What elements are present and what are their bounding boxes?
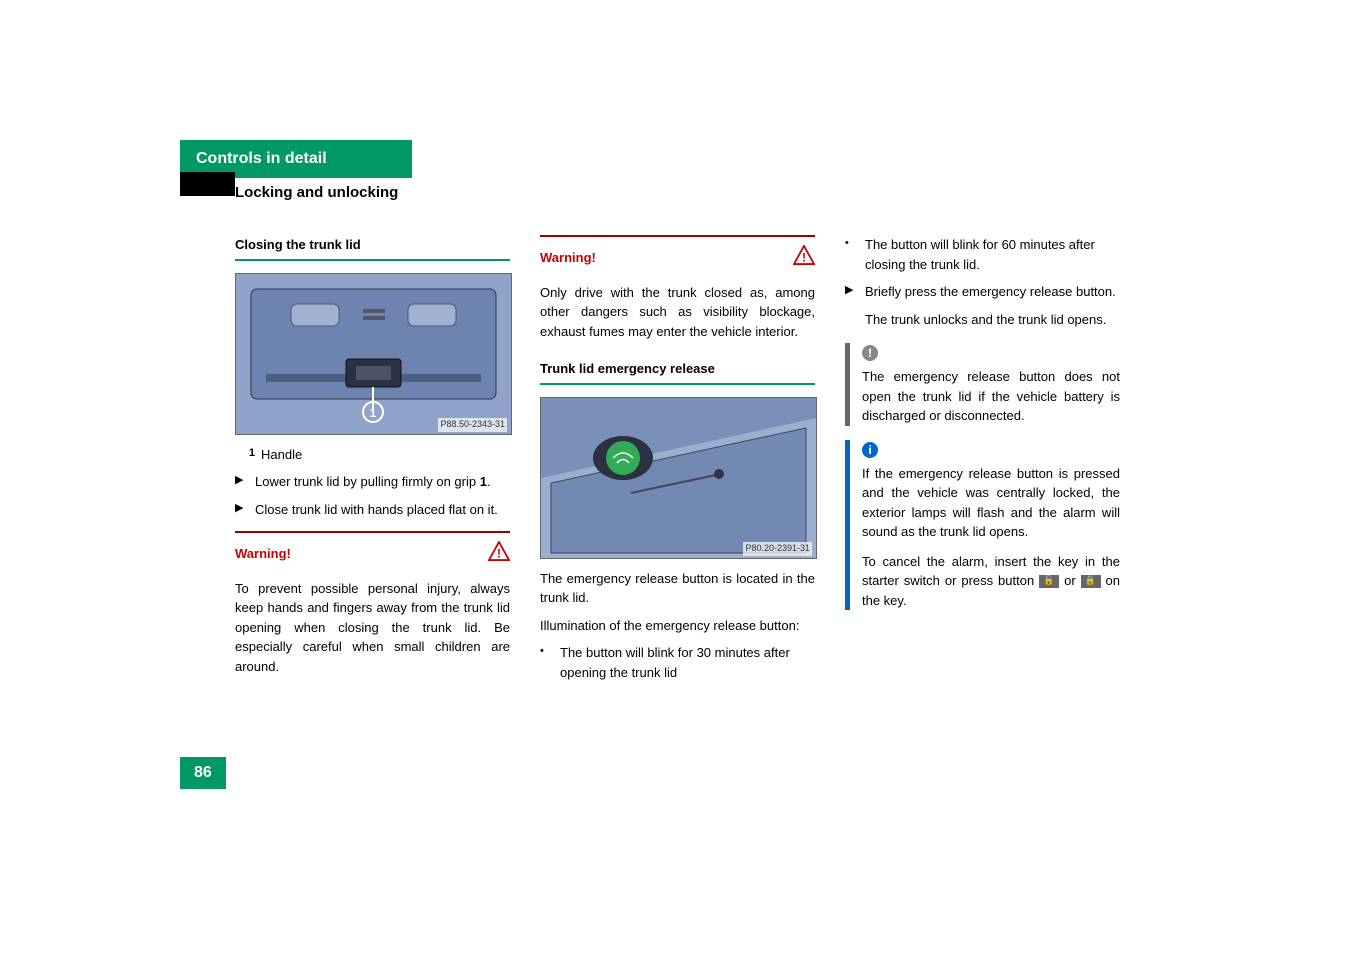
body-text: Illumination of the emergency release bu… [540,616,815,636]
callout-line: 1 Handle [235,445,510,465]
caution-badge-icon: ! [862,345,878,361]
warning-text: Only drive with the trunk closed as, amo… [540,283,815,342]
callout-number: 1 [249,447,255,459]
lock-key-icon [1081,575,1101,588]
section-title: Locking and unlocking [235,182,412,205]
warning-box: Warning! ! Only drive with the trunk clo… [540,235,815,341]
warning-box: Warning! ! To prevent possible personal … [235,531,510,676]
caution-text: The emergency release button does not op… [862,367,1120,426]
manual-page: Controls in detail Locking and unlocking… [0,0,1351,954]
bullet-line: • The button will blink for 60 minutes a… [845,235,1120,274]
svg-text:!: ! [802,250,806,264]
column-2: Warning! ! Only drive with the trunk clo… [540,235,815,690]
figure-trunk-handle: 1 P88.50-2343-31 [235,273,512,435]
tab-marker [180,172,235,196]
warning-triangle-icon: ! [488,541,510,567]
warning-header: Warning! ! [540,245,815,271]
svg-text:!: ! [497,546,501,560]
bullet-icon: • [540,643,560,682]
body-text: The emergency release button is located … [540,569,815,608]
figure-label: P80.20-2391-31 [743,542,812,556]
callout-text: Handle [261,445,510,465]
svg-text:1: 1 [370,406,377,420]
warning-label: Warning! [540,248,596,268]
figure-label: P88.50-2343-31 [438,418,507,432]
unlock-key-icon [1039,575,1059,588]
step-marker-icon: ▶ [235,472,255,492]
step-line: ▶ Close trunk lid with hands placed flat… [235,500,510,520]
trunk-handle-illustration: 1 [236,274,511,434]
step-line: ▶ Briefly press the emergency release bu… [845,282,1120,329]
bullet-text: The button will blink for 60 minutes aft… [865,235,1120,274]
bullet-icon: • [845,235,865,274]
step-line: ▶ Lower trunk lid by pulling firmly on g… [235,472,510,492]
info-note: i If the emergency release button is pre… [845,440,1120,611]
closing-trunk-heading: Closing the trunk lid [235,235,510,261]
warning-header: Warning! ! [235,541,510,567]
info-badge-icon: i [862,442,878,458]
step-text: Lower trunk lid by pulling firmly on gri… [255,472,510,492]
figure-emergency-release: P80.20-2391-31 [540,397,817,559]
bullet-line: • The button will blink for 30 minutes a… [540,643,815,682]
column-3: • The button will blink for 60 minutes a… [845,235,1120,690]
step-text: Close trunk lid with hands placed flat o… [255,500,510,520]
emergency-release-illustration [541,398,816,558]
caution-note: ! The emergency release button does not … [845,343,1120,426]
step-text: Briefly press the emergency release butt… [865,282,1120,329]
warning-triangle-icon: ! [793,245,815,271]
warning-label: Warning! [235,544,291,564]
page-number: 86 [180,757,226,789]
content-columns: Closing the trunk lid 1 P88.50-2343 [235,235,1120,690]
emergency-release-heading: Trunk lid emergency release [540,359,815,385]
step-result: The trunk unlocks and the trunk lid open… [865,310,1120,330]
info-text: If the emergency release button is press… [862,464,1120,542]
step-marker-icon: ▶ [845,282,865,329]
info-text: To cancel the alarm, insert the key in t… [862,552,1120,611]
warning-text: To prevent possible personal injury, alw… [235,579,510,677]
step-marker-icon: ▶ [235,500,255,520]
bullet-text: The button will blink for 30 minutes aft… [560,643,815,682]
column-1: Closing the trunk lid 1 P88.50-2343 [235,235,510,690]
